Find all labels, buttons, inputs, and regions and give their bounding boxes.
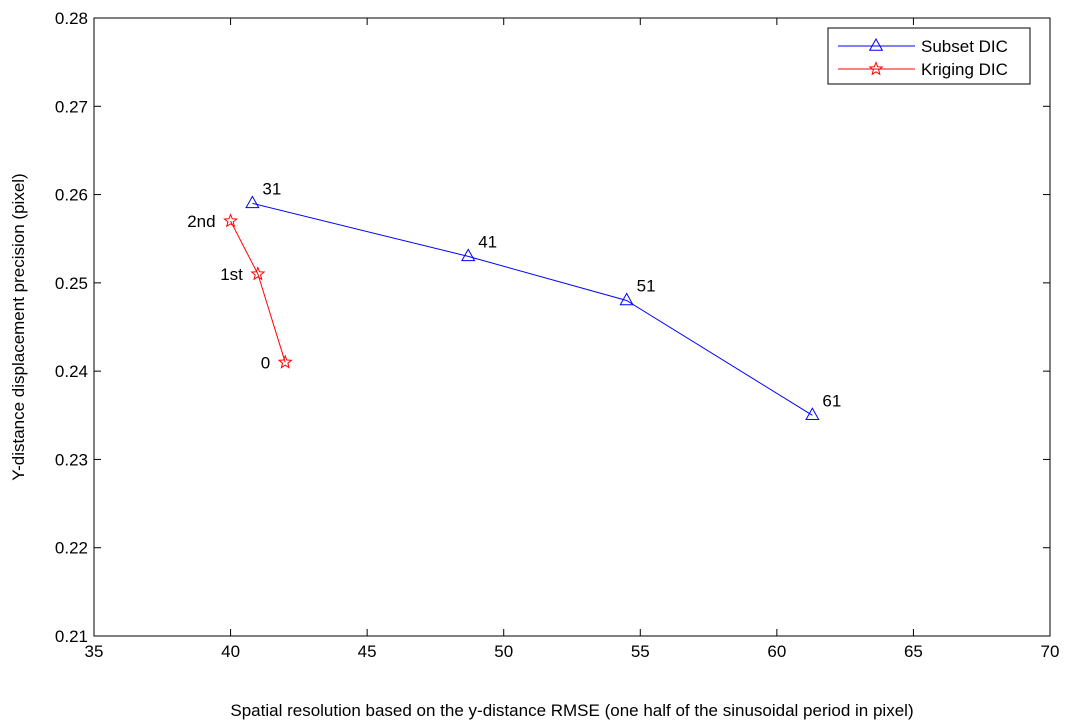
data-point	[461, 248, 476, 262]
data-point	[245, 195, 260, 209]
x-tick-label: 45	[358, 642, 377, 661]
point-label: 1st	[220, 265, 243, 284]
legend-label: Kriging DIC	[921, 60, 1008, 79]
y-tick-label: 0.28	[55, 9, 88, 28]
y-tick-label: 0.24	[55, 362, 88, 381]
series-line-subset-dic	[252, 202, 813, 416]
data-point	[805, 407, 820, 420]
legend-marker	[868, 61, 884, 76]
legend: Subset DIC Kriging DIC	[827, 27, 1031, 85]
x-tick-label: 50	[494, 642, 513, 661]
series-subset-dic: 31 41 51 61	[245, 179, 841, 420]
x-tick-label: 60	[767, 642, 786, 661]
plot-area	[93, 17, 1051, 637]
y-tick-label: 0.22	[55, 539, 88, 558]
y-tick-label: 0.21	[55, 627, 88, 646]
x-tick-label: 55	[631, 642, 650, 661]
x-axis-title: Spatial resolution based on the y-distan…	[230, 701, 913, 720]
series-kriging-dic: 2nd 1st 0	[187, 212, 293, 372]
series-layer: 31 41 51 61 2nd 1st 0	[187, 179, 841, 420]
point-label: 0	[261, 353, 270, 372]
x-tick-label: 65	[904, 642, 923, 661]
data-point	[277, 354, 293, 369]
data-point	[619, 292, 634, 306]
x-tick-label: 35	[85, 642, 104, 661]
point-label: 2nd	[187, 212, 215, 231]
y-axis-title: Y-distance displacement precision (pixel…	[9, 173, 28, 480]
data-point	[223, 213, 239, 228]
data-point	[250, 266, 266, 281]
point-label: 31	[262, 179, 281, 198]
series-line-kriging-dic	[230, 220, 286, 363]
x-tick-label: 40	[221, 642, 240, 661]
legend-marker	[868, 37, 884, 51]
y-tick-label: 0.27	[55, 97, 88, 116]
point-label: 61	[822, 391, 841, 410]
y-tick-label: 0.25	[55, 274, 88, 293]
point-label: 41	[478, 232, 497, 251]
legend-box	[827, 27, 1031, 85]
y-tick-label: 0.26	[55, 186, 88, 205]
legend-label: Subset DIC	[921, 37, 1008, 56]
point-label: 51	[637, 277, 656, 296]
x-tick-label: 70	[1041, 642, 1060, 661]
y-tick-label: 0.23	[55, 450, 88, 469]
axis-ticks: 35 40 45 50 55 60 65 70 0.21 0.22 0.23 0.24 0.25 0.26…	[55, 9, 1060, 661]
